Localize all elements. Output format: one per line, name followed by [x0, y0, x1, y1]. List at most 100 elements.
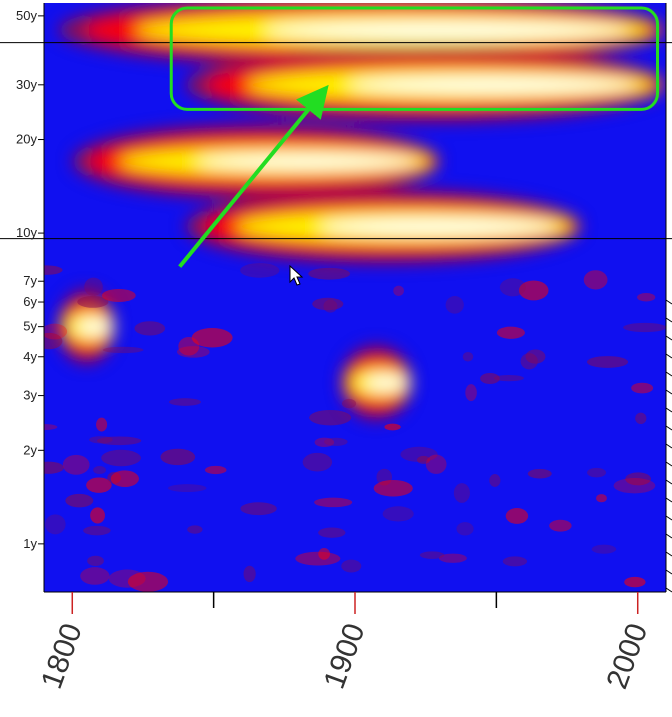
heat-texture-blob: [101, 449, 141, 467]
right-edge-mark: [665, 353, 672, 359]
power-feature-spot-3.3y: [340, 345, 412, 421]
y-tick-label: 50y: [16, 8, 37, 23]
y-tick-label: 20y: [16, 132, 37, 147]
heat-texture-blob: [624, 576, 646, 588]
annotation-arrow: [178, 84, 329, 268]
heatmap-texture-layer: [44, 263, 666, 592]
right-edge-mark: [665, 371, 672, 377]
y-tick-label: 1y: [23, 536, 37, 551]
heat-texture-blob: [549, 519, 572, 532]
right-edge-mark: [665, 533, 672, 539]
right-edge-mark: [665, 497, 672, 503]
mouse-cursor-icon: [289, 264, 304, 286]
heat-texture-blob: [393, 285, 404, 296]
heat-texture-blob: [613, 478, 656, 494]
heat-texture-blob: [525, 349, 546, 364]
y-tick-label: 2y: [23, 442, 37, 457]
right-edge-mark: [665, 335, 672, 341]
power-feature-spot-5y: [58, 289, 115, 365]
heat-texture-blob: [635, 412, 647, 425]
power-feature-band-10y: [185, 188, 582, 265]
heat-texture-blob: [110, 470, 139, 488]
heat-texture-blob: [44, 424, 58, 431]
heat-texture-blob: [168, 484, 207, 493]
right-edge-mark: [665, 443, 672, 449]
heat-texture-blob: [416, 455, 431, 464]
heat-texture-blob: [505, 508, 529, 524]
heat-texture-blob: [96, 417, 108, 432]
heat-texture-blob: [84, 277, 103, 296]
heat-texture-blob: [108, 569, 146, 588]
x-tick-label: 1900: [318, 619, 372, 693]
highlight-box: [169, 6, 660, 111]
heat-texture-blob: [631, 382, 654, 394]
x-tick-label: 1800: [35, 619, 89, 693]
heat-texture-blob: [445, 296, 464, 314]
heat-texture-blob: [44, 323, 68, 340]
heat-texture-blob: [80, 567, 110, 585]
heat-texture-blob: [87, 555, 104, 566]
heat-texture-blob: [93, 466, 107, 475]
y-tick-label: 7y: [23, 273, 37, 288]
heat-texture-blob: [583, 270, 608, 290]
x-axis: 1800 1900 2000: [35, 591, 666, 693]
heat-texture-blob: [586, 356, 629, 368]
heat-texture-blob: [302, 452, 333, 472]
heat-texture-blob: [178, 336, 200, 356]
right-edge-mark: [665, 569, 672, 575]
heat-texture-blob: [77, 296, 109, 308]
heat-texture-blob: [314, 497, 353, 508]
right-edge-mark: [665, 299, 672, 305]
heat-texture-blob: [425, 454, 447, 474]
heat-texture-blob: [168, 398, 201, 406]
power-feature-band-15-20y: [72, 123, 440, 200]
heat-texture-blob: [309, 409, 352, 426]
heat-texture-blob: [204, 465, 227, 475]
heat-texture-blob: [240, 502, 277, 516]
y-tick-label: 5y: [23, 319, 37, 334]
heat-texture-blob: [384, 423, 401, 431]
right-edge-mark: [665, 425, 672, 431]
heat-texture-blob: [456, 522, 474, 536]
heat-texture-blob: [480, 372, 500, 384]
heat-texture-blob: [382, 506, 414, 522]
heat-texture-blob: [596, 494, 607, 503]
heat-texture-blob: [86, 477, 112, 493]
y-tick-label: 10y: [16, 225, 37, 240]
heat-texture-blob: [324, 437, 348, 446]
heat-texture-blob: [520, 353, 538, 370]
right-edge-mark: [665, 479, 672, 485]
heat-texture-blob: [527, 468, 552, 479]
heat-texture-blob: [314, 437, 335, 447]
right-edge-marks: [665, 3, 672, 593]
reference-lines: [0, 42, 672, 240]
y-axis: 1y 2y 3y 4y 5y 6y 7y 10y 20y 30y 50y: [16, 3, 45, 592]
heat-texture-blob: [591, 544, 617, 554]
heat-texture-blob: [101, 288, 136, 302]
right-edge-mark: [665, 551, 672, 557]
heat-texture-blob: [312, 297, 344, 311]
heat-texture-blob: [44, 332, 63, 350]
heat-texture-blob: [89, 436, 113, 444]
x-tick-label: 2000: [600, 619, 654, 693]
power-feature-band-25-35y: [185, 47, 666, 123]
heat-texture-blob: [625, 472, 652, 486]
right-edge-mark: [665, 515, 672, 521]
heat-texture-blob: [240, 263, 280, 278]
heat-texture-blob: [295, 551, 341, 566]
annotations: [169, 6, 660, 268]
heat-texture-blob: [318, 527, 346, 538]
heat-texture-blob: [323, 299, 338, 313]
right-edge-mark: [665, 587, 672, 593]
y-tick-label: 3y: [23, 388, 37, 403]
heatmap-plot-area: [44, 3, 666, 592]
heat-texture-blob: [462, 352, 474, 362]
heat-texture-blob: [96, 436, 142, 446]
y-tick-label: 4y: [23, 349, 37, 364]
heat-texture-blob: [637, 293, 656, 302]
right-edge-mark: [665, 407, 672, 413]
heat-texture-blob: [191, 327, 233, 348]
heat-texture-blob: [465, 384, 477, 402]
y-tick-label: 30y: [16, 77, 37, 92]
y-tick-label: 6y: [23, 294, 37, 309]
